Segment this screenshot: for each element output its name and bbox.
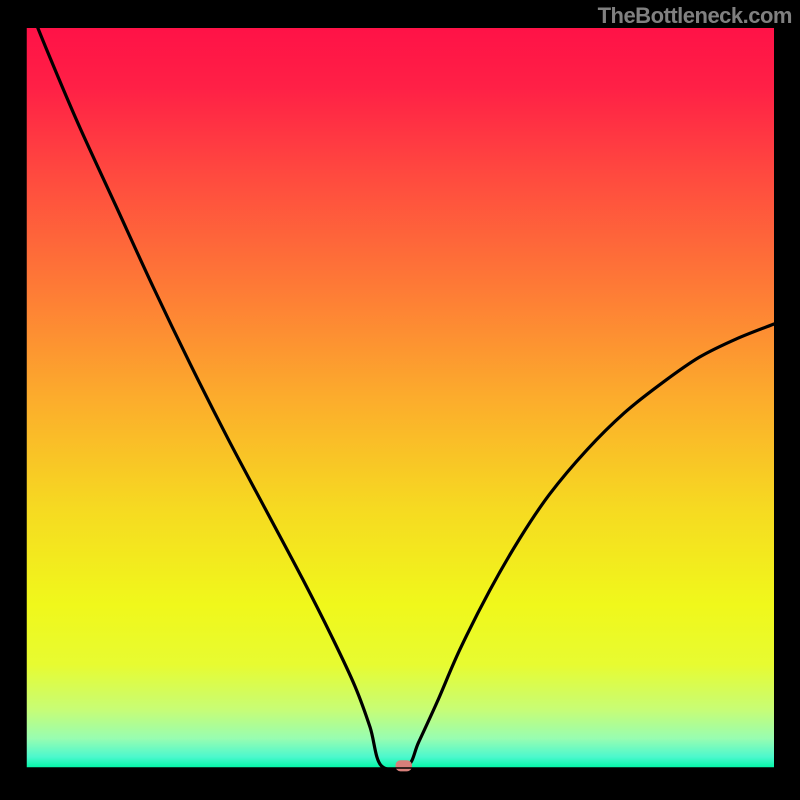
watermark-text: TheBottleneck.com <box>598 3 792 29</box>
plot-gradient-background <box>26 28 774 768</box>
optimal-point-marker <box>396 760 412 771</box>
bottleneck-chart <box>0 0 800 800</box>
chart-stage: TheBottleneck.com <box>0 0 800 800</box>
